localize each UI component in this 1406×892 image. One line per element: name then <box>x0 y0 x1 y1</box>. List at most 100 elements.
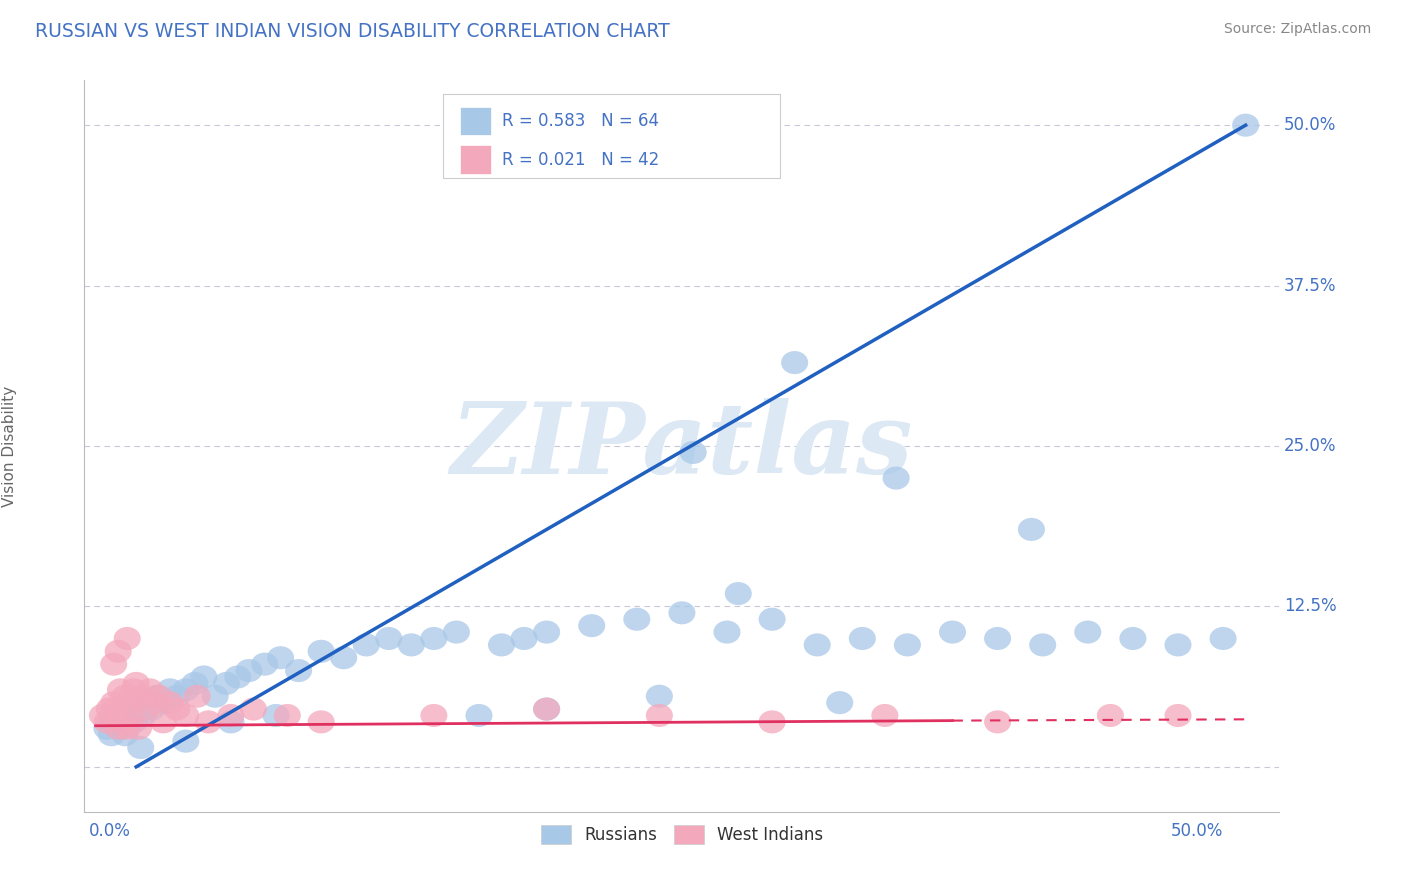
Ellipse shape <box>136 678 163 701</box>
Ellipse shape <box>201 685 229 707</box>
Ellipse shape <box>127 685 155 707</box>
Ellipse shape <box>894 633 921 657</box>
Ellipse shape <box>759 607 786 631</box>
Ellipse shape <box>212 672 240 695</box>
Ellipse shape <box>759 710 786 733</box>
Ellipse shape <box>121 710 148 733</box>
Ellipse shape <box>398 633 425 657</box>
Ellipse shape <box>849 627 876 650</box>
Ellipse shape <box>141 691 167 714</box>
Ellipse shape <box>645 704 673 727</box>
Ellipse shape <box>103 710 129 733</box>
Ellipse shape <box>510 627 537 650</box>
Ellipse shape <box>107 678 134 701</box>
Ellipse shape <box>163 685 190 707</box>
Ellipse shape <box>173 730 200 753</box>
Ellipse shape <box>156 691 184 714</box>
Ellipse shape <box>138 698 166 721</box>
Ellipse shape <box>115 691 143 714</box>
Ellipse shape <box>984 710 1011 733</box>
Ellipse shape <box>782 351 808 374</box>
Ellipse shape <box>353 633 380 657</box>
Text: Source: ZipAtlas.com: Source: ZipAtlas.com <box>1223 22 1371 37</box>
Ellipse shape <box>533 621 560 644</box>
Ellipse shape <box>104 717 132 739</box>
Ellipse shape <box>827 691 853 714</box>
Ellipse shape <box>145 685 173 707</box>
Ellipse shape <box>488 633 515 657</box>
Ellipse shape <box>98 704 125 727</box>
Text: 37.5%: 37.5% <box>1284 277 1337 294</box>
Ellipse shape <box>156 678 184 701</box>
Ellipse shape <box>190 665 218 689</box>
Ellipse shape <box>1164 704 1191 727</box>
Ellipse shape <box>93 717 121 739</box>
Ellipse shape <box>1018 518 1045 541</box>
Ellipse shape <box>1119 627 1146 650</box>
Ellipse shape <box>1074 621 1101 644</box>
Ellipse shape <box>465 704 492 727</box>
Ellipse shape <box>308 640 335 663</box>
Ellipse shape <box>115 704 143 727</box>
Text: Vision Disability: Vision Disability <box>3 385 17 507</box>
Ellipse shape <box>163 698 190 721</box>
Ellipse shape <box>195 710 222 733</box>
Ellipse shape <box>1029 633 1056 657</box>
Ellipse shape <box>218 704 245 727</box>
Ellipse shape <box>218 710 245 733</box>
Text: 50.0%: 50.0% <box>1284 116 1336 134</box>
Ellipse shape <box>443 621 470 644</box>
Ellipse shape <box>107 717 134 739</box>
Legend: Russians, West Indians: Russians, West Indians <box>534 818 830 851</box>
Ellipse shape <box>263 704 290 727</box>
Ellipse shape <box>100 691 127 714</box>
Ellipse shape <box>533 698 560 721</box>
Ellipse shape <box>375 627 402 650</box>
Ellipse shape <box>285 659 312 682</box>
Ellipse shape <box>125 717 152 739</box>
Ellipse shape <box>173 678 200 701</box>
Text: 12.5%: 12.5% <box>1284 598 1337 615</box>
Ellipse shape <box>143 685 170 707</box>
Ellipse shape <box>114 627 141 650</box>
Ellipse shape <box>804 633 831 657</box>
Text: 25.0%: 25.0% <box>1284 437 1337 455</box>
Ellipse shape <box>127 736 155 759</box>
Ellipse shape <box>235 659 263 682</box>
Ellipse shape <box>308 710 335 733</box>
Ellipse shape <box>111 723 138 747</box>
Ellipse shape <box>274 704 301 727</box>
Ellipse shape <box>89 704 115 727</box>
Ellipse shape <box>240 698 267 721</box>
Ellipse shape <box>623 607 651 631</box>
Ellipse shape <box>129 704 156 727</box>
Ellipse shape <box>122 672 150 695</box>
Ellipse shape <box>181 672 208 695</box>
Ellipse shape <box>104 640 132 663</box>
Ellipse shape <box>645 685 673 707</box>
Ellipse shape <box>420 627 447 650</box>
Ellipse shape <box>724 582 752 605</box>
Ellipse shape <box>330 646 357 669</box>
Ellipse shape <box>98 723 125 747</box>
Text: ZIPatlas: ZIPatlas <box>451 398 912 494</box>
Ellipse shape <box>100 653 127 676</box>
Ellipse shape <box>984 627 1011 650</box>
Ellipse shape <box>1164 633 1191 657</box>
Ellipse shape <box>173 704 200 727</box>
Ellipse shape <box>150 710 177 733</box>
Ellipse shape <box>114 717 141 739</box>
Ellipse shape <box>679 441 707 464</box>
Ellipse shape <box>578 614 605 637</box>
Ellipse shape <box>118 704 145 727</box>
Ellipse shape <box>110 710 136 733</box>
Ellipse shape <box>184 685 211 707</box>
Ellipse shape <box>111 685 138 707</box>
Ellipse shape <box>939 621 966 644</box>
Ellipse shape <box>1209 627 1237 650</box>
Ellipse shape <box>713 621 741 644</box>
Text: R = 0.021   N = 42: R = 0.021 N = 42 <box>502 151 659 169</box>
Ellipse shape <box>267 646 294 669</box>
Ellipse shape <box>883 467 910 490</box>
Ellipse shape <box>134 691 162 714</box>
